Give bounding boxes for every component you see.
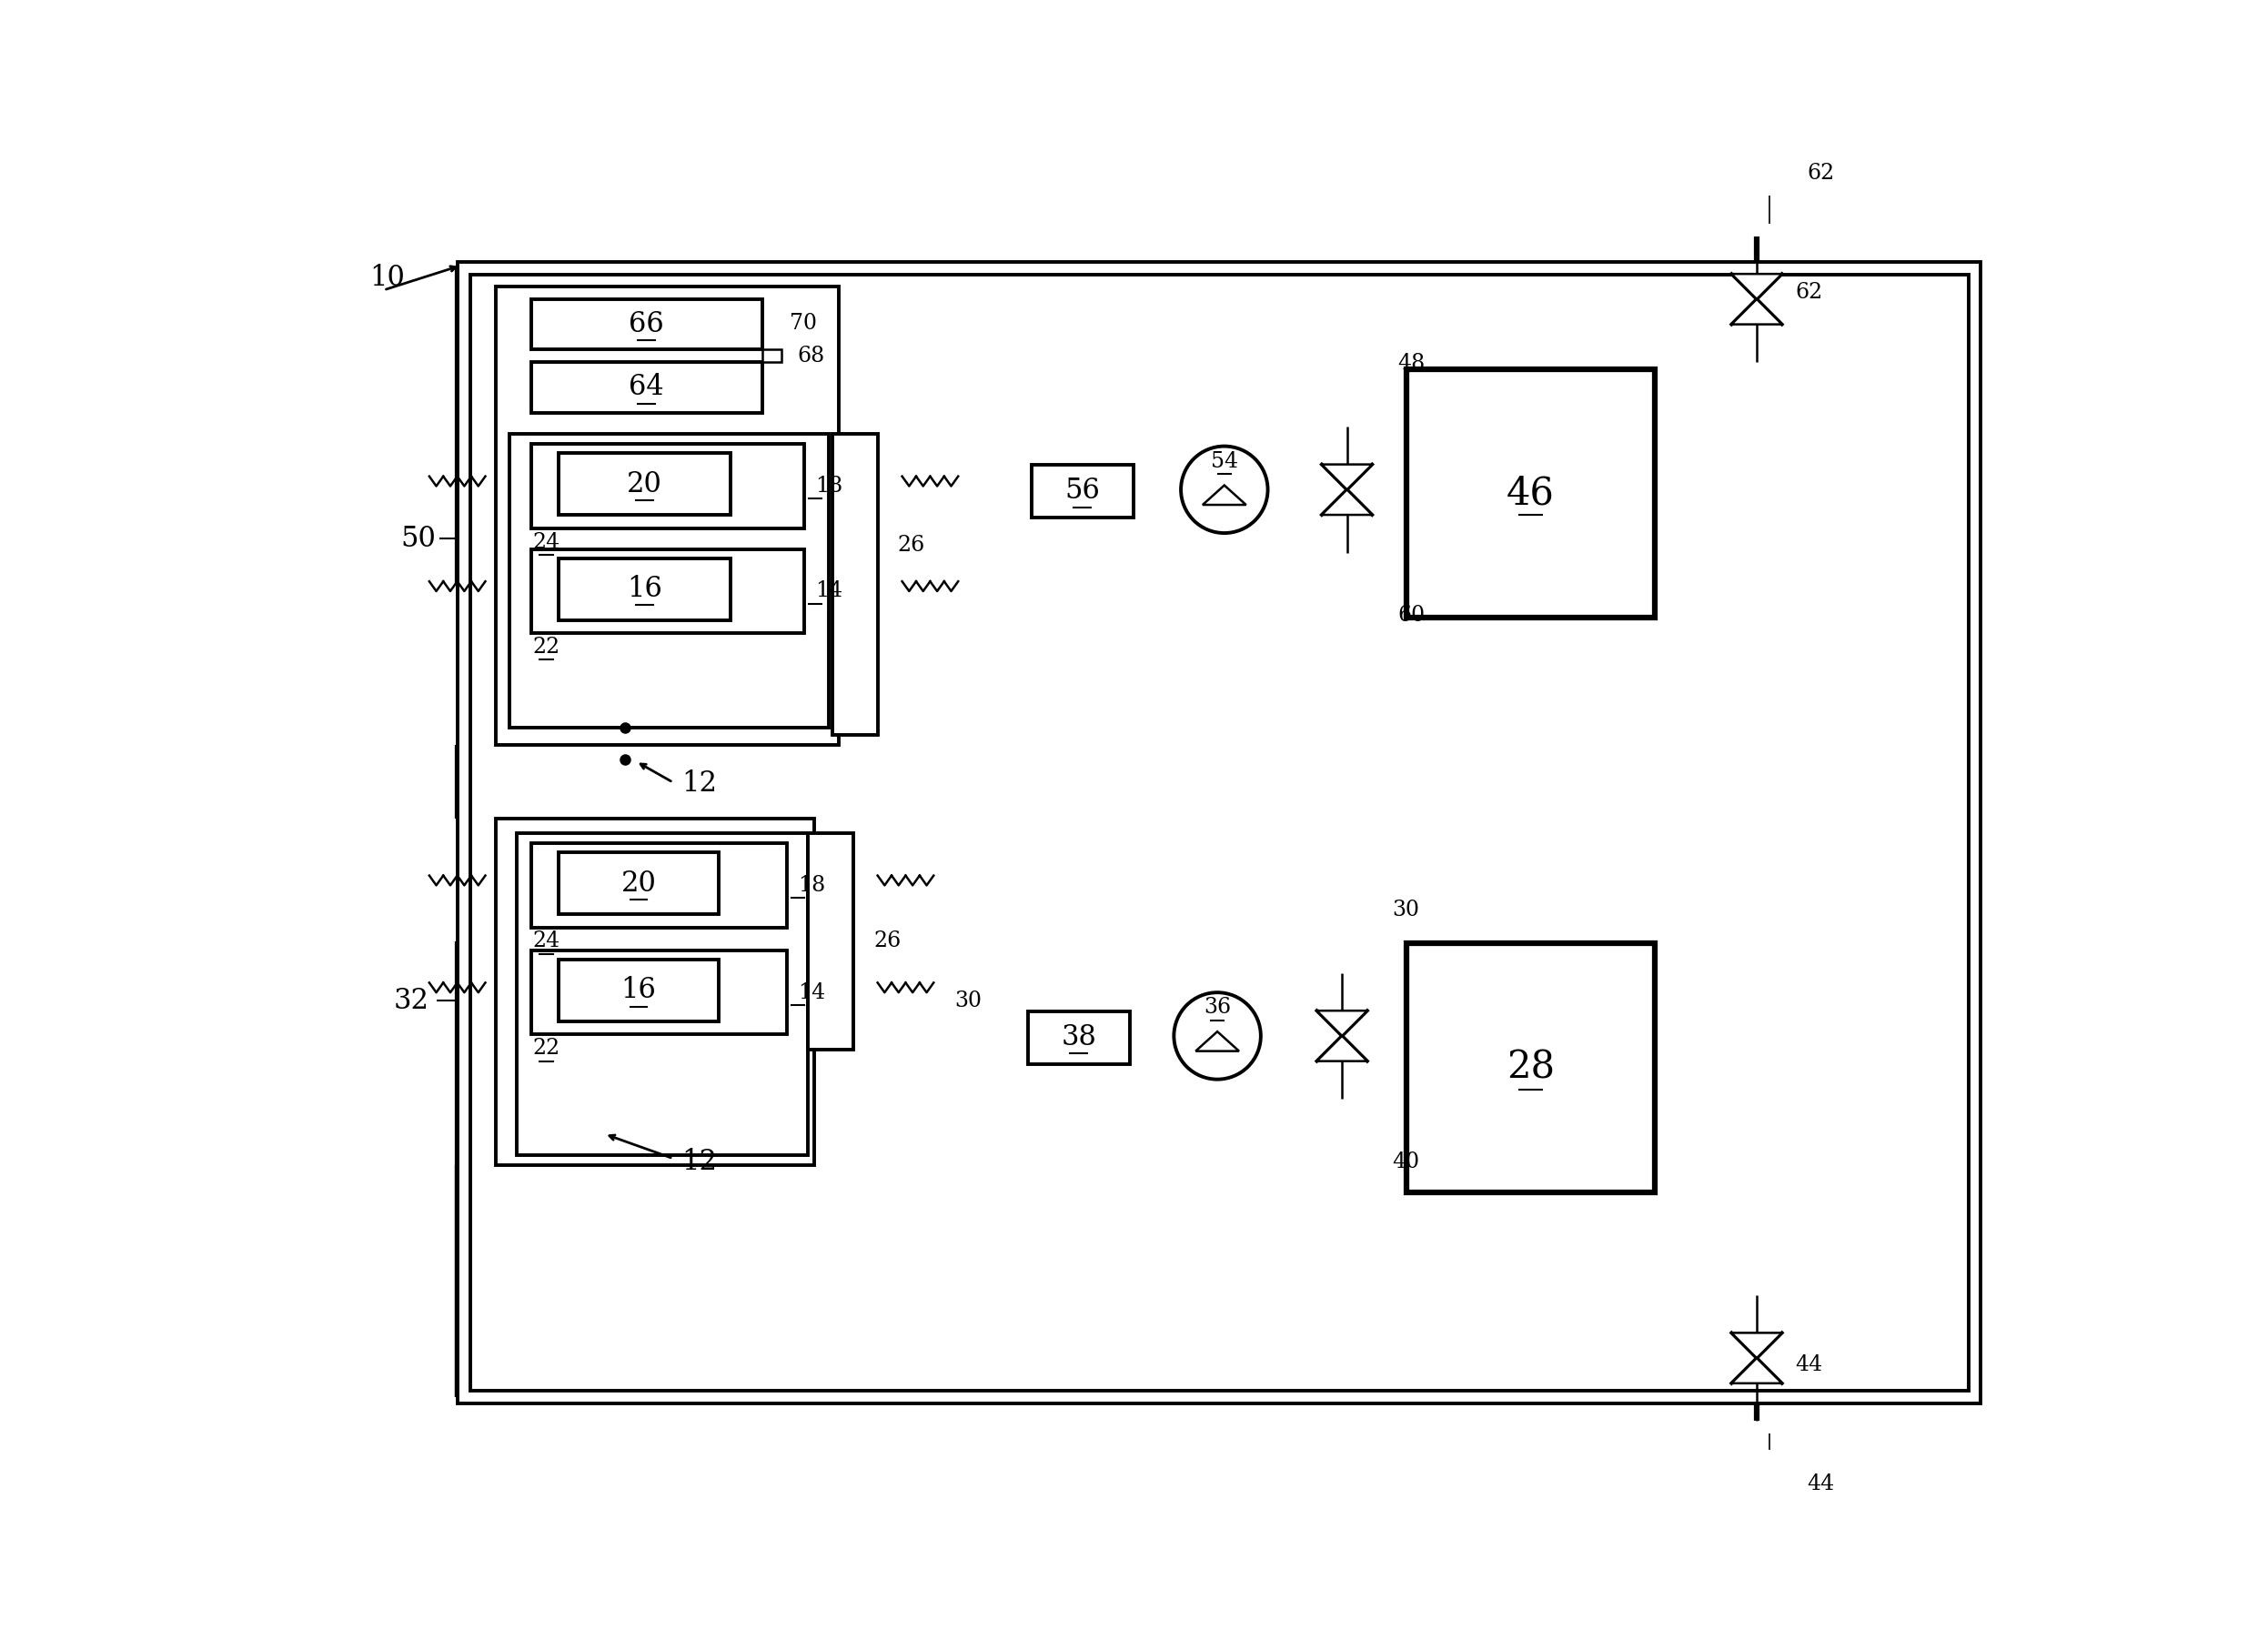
- Bar: [497, 819, 814, 1165]
- Bar: [531, 950, 787, 1034]
- Text: 16: 16: [621, 976, 655, 1005]
- Bar: [762, 350, 782, 362]
- Bar: [531, 445, 805, 528]
- Bar: [1406, 943, 1656, 1192]
- Bar: [469, 275, 1969, 1391]
- Text: 62: 62: [1796, 282, 1823, 303]
- Text: 24: 24: [533, 531, 560, 552]
- Text: 68: 68: [796, 345, 826, 367]
- Text: 12: 12: [680, 769, 717, 798]
- Bar: [558, 959, 719, 1021]
- Bar: [517, 832, 807, 1155]
- Text: 50: 50: [401, 525, 435, 552]
- Polygon shape: [1730, 1333, 1783, 1359]
- Text: 30: 30: [1393, 899, 1420, 920]
- Polygon shape: [1318, 1036, 1368, 1060]
- Text: 14: 14: [814, 580, 844, 601]
- Text: 26: 26: [898, 536, 925, 555]
- Text: 40: 40: [1393, 1152, 1420, 1173]
- Polygon shape: [1730, 1359, 1783, 1383]
- Bar: [558, 852, 719, 914]
- Text: 54: 54: [1211, 451, 1238, 472]
- Bar: [1406, 370, 1656, 617]
- Bar: [531, 362, 762, 412]
- Text: 10: 10: [370, 264, 406, 292]
- Bar: [558, 453, 730, 515]
- Bar: [510, 433, 828, 728]
- Polygon shape: [1730, 300, 1783, 324]
- Text: 36: 36: [1204, 997, 1232, 1018]
- Text: 16: 16: [626, 575, 662, 603]
- Text: 12: 12: [680, 1148, 717, 1176]
- Text: 46: 46: [1506, 474, 1554, 512]
- Circle shape: [1175, 992, 1261, 1080]
- Bar: [497, 287, 839, 744]
- Text: 22: 22: [533, 1038, 560, 1059]
- Text: 14: 14: [798, 982, 826, 1003]
- Bar: [807, 832, 853, 1051]
- Text: 28: 28: [1506, 1049, 1554, 1087]
- Text: 62: 62: [1808, 163, 1835, 184]
- Bar: [531, 300, 762, 350]
- Bar: [1032, 466, 1134, 518]
- Text: 22: 22: [533, 637, 560, 658]
- Text: 44: 44: [1796, 1355, 1823, 1375]
- Polygon shape: [1318, 1010, 1368, 1036]
- Bar: [531, 844, 787, 927]
- Bar: [558, 559, 730, 621]
- Polygon shape: [1202, 485, 1245, 505]
- Text: 64: 64: [628, 373, 665, 401]
- Text: 18: 18: [814, 476, 844, 497]
- Polygon shape: [1322, 490, 1372, 515]
- Text: 70: 70: [789, 313, 816, 334]
- Text: 60: 60: [1397, 606, 1424, 626]
- Text: 38: 38: [1061, 1023, 1095, 1051]
- Bar: [832, 433, 878, 735]
- Text: 56: 56: [1064, 477, 1100, 505]
- Text: 44: 44: [1808, 1474, 1835, 1494]
- Text: 66: 66: [628, 310, 665, 339]
- Polygon shape: [1322, 464, 1372, 490]
- Text: 30: 30: [955, 990, 982, 1012]
- Text: 48: 48: [1397, 353, 1424, 375]
- Bar: [458, 262, 1980, 1404]
- Circle shape: [1182, 446, 1268, 533]
- Polygon shape: [1730, 274, 1783, 300]
- Text: 20: 20: [626, 469, 662, 498]
- Text: 32: 32: [395, 987, 429, 1015]
- Bar: [531, 549, 805, 634]
- Bar: [1027, 1012, 1129, 1064]
- Text: 18: 18: [798, 875, 826, 896]
- Text: 24: 24: [533, 930, 560, 951]
- Polygon shape: [1195, 1031, 1238, 1051]
- Text: 20: 20: [621, 870, 655, 898]
- Text: 26: 26: [873, 930, 903, 951]
